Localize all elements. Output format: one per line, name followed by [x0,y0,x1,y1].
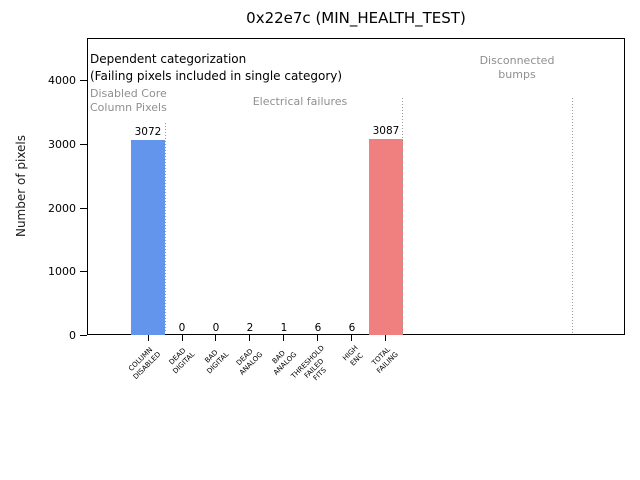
bar-value-label: 6 [314,321,322,334]
group-separator-line [572,98,574,333]
x-tick-label-dead-digital: DEAD DIGITAL [167,346,196,376]
y-tick-label: 3000 [48,137,76,151]
annotation-failing-pixels-included-in-single-category: (Failing pixels included in single categ… [90,69,343,83]
x-tick-mark [215,335,217,341]
bar-column-disabled [131,140,165,335]
y-tick-label: 4000 [48,74,76,88]
annotation-dependent-categorization: Dependent categorization [90,52,247,66]
bar-value-label: 3087 [372,125,400,138]
bar-value-label: 0 [178,322,186,334]
x-tick-mark [181,335,183,341]
x-tick-mark [385,335,387,341]
y-tick-label: 1000 [48,265,76,279]
y-tick-label: 2000 [48,201,76,215]
chart-title: 0x22e7c (MIN_HEALTH_TEST) [246,9,466,27]
x-tick-label-threshold-failed-fits: THRESHOLD FAILED FITS [289,344,328,383]
y-tick-mark [80,207,87,209]
y-tick-label: 0 [69,329,76,342]
y-tick-mark [80,271,87,273]
plot-area: 0 1000 2000 3000 4000 3072 COLUMN DISABLED 0 DEA… [48,38,625,382]
x-tick-mark [147,335,149,341]
x-tick-mark [351,335,353,341]
x-tick-label-column-disabled: COLUMN DISABLED [126,345,162,381]
y-tick-mark [80,80,87,82]
bar-total-failing [368,139,403,335]
x-tick-mark [249,335,251,341]
annotation-disconnected: Disconnected bumps [479,54,555,81]
annotation-electrical-failures: Electrical failures [252,95,348,108]
bar-value-label: 2 [246,321,254,334]
x-tick-mark [283,335,285,341]
bar-value-label: 3072 [134,126,162,139]
group-separator-line [164,123,166,333]
annotation-disabled-core: Disabled Core Column Pixels [90,87,167,114]
x-tick-label-dead-analog: DEAD ANALOG [234,347,264,377]
x-tick-label-bad-digital: BAD DIGITAL [203,348,230,376]
group-separator-line [402,98,404,333]
y-tick-mark [80,143,87,145]
bar-value-label: 6 [348,321,356,334]
x-tick-mark [317,335,319,341]
bar-value-label: 0 [212,322,220,334]
x-tick-label-high-enc: HIGH ENC [341,344,365,368]
bar-value-label: 1 [280,321,288,334]
x-tick-label-total-failing: TOTAL FAILING [370,345,400,375]
y-tick-mark [80,335,87,336]
